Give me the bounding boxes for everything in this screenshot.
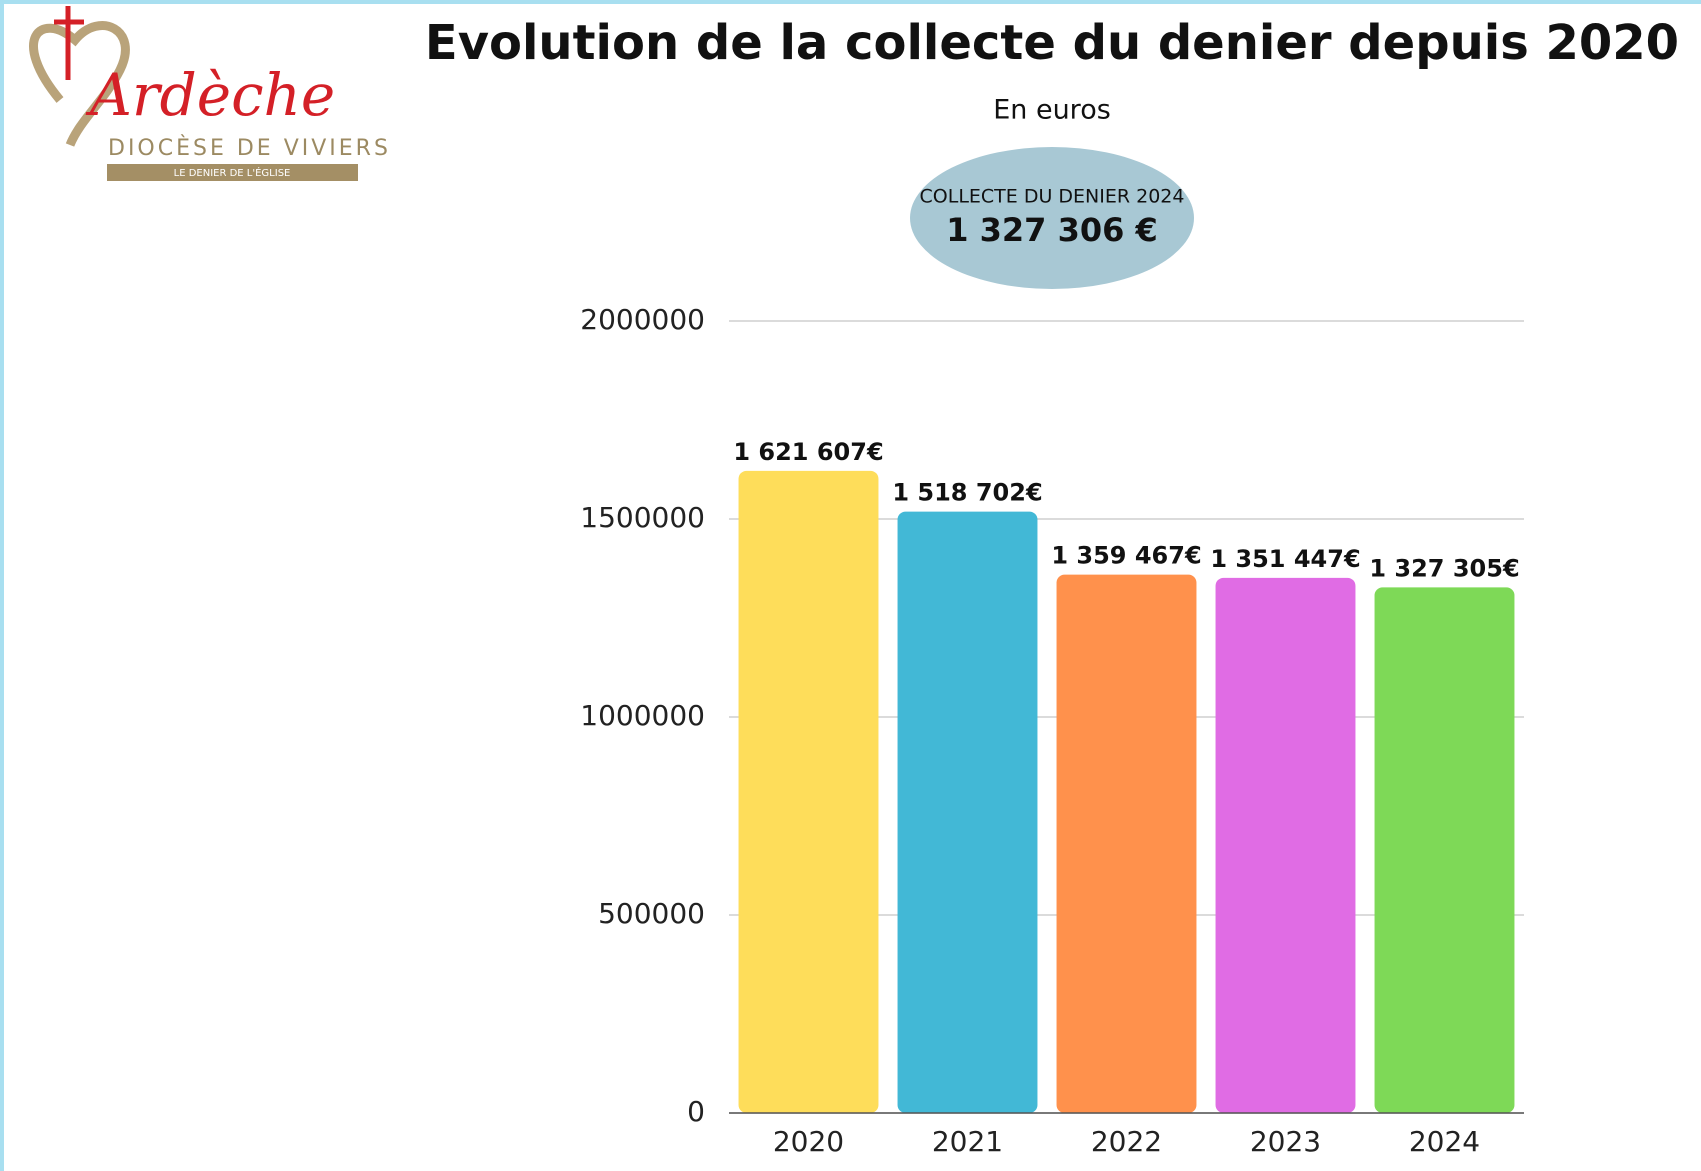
bar — [1056, 574, 1197, 1113]
bar — [738, 470, 879, 1113]
x-tick-label: 2020 — [773, 1125, 844, 1158]
y-tick-label: 2000000 — [580, 303, 705, 336]
y-tick-label: 0 — [687, 1095, 705, 1128]
left-border — [0, 0, 4, 1171]
bar — [1374, 587, 1515, 1113]
data-label: 1 621 607€ — [733, 438, 883, 466]
badge-amount: 1 327 306 € — [946, 211, 1158, 249]
chart-title: Evolution de la collecte du denier depui… — [425, 15, 1679, 71]
chart-subtitle: En euros — [993, 95, 1111, 126]
logo: Ardèche DIOCÈSE DE VIVIERS LE DENIER DE … — [29, 6, 391, 181]
badge — [910, 147, 1194, 289]
x-tick-label: 2023 — [1250, 1125, 1321, 1158]
y-tick-label: 500000 — [598, 897, 705, 930]
y-tick-label: 1500000 — [580, 501, 705, 534]
logo-name: Ardèche — [85, 61, 335, 129]
logo-heart — [29, 21, 130, 147]
bar — [1215, 577, 1356, 1113]
x-tick-label: 2024 — [1409, 1125, 1480, 1158]
logo-line2: LE DENIER DE L'ÉGLISE — [174, 166, 291, 179]
x-tick-label: 2021 — [932, 1125, 1003, 1158]
bar — [897, 511, 1038, 1113]
data-label: 1 351 447€ — [1210, 545, 1360, 573]
logo-line1: DIOCÈSE DE VIVIERS — [108, 135, 391, 161]
top-border — [0, 0, 1701, 4]
data-label: 1 359 467€ — [1051, 542, 1201, 570]
logo-band — [107, 164, 358, 181]
y-tick-label: 1000000 — [580, 699, 705, 732]
data-label: 1 518 702€ — [892, 479, 1042, 507]
badge-label: COLLECTE DU DENIER 2024 — [920, 186, 1185, 208]
data-label: 1 327 305€ — [1369, 554, 1519, 582]
x-tick-label: 2022 — [1091, 1125, 1162, 1158]
